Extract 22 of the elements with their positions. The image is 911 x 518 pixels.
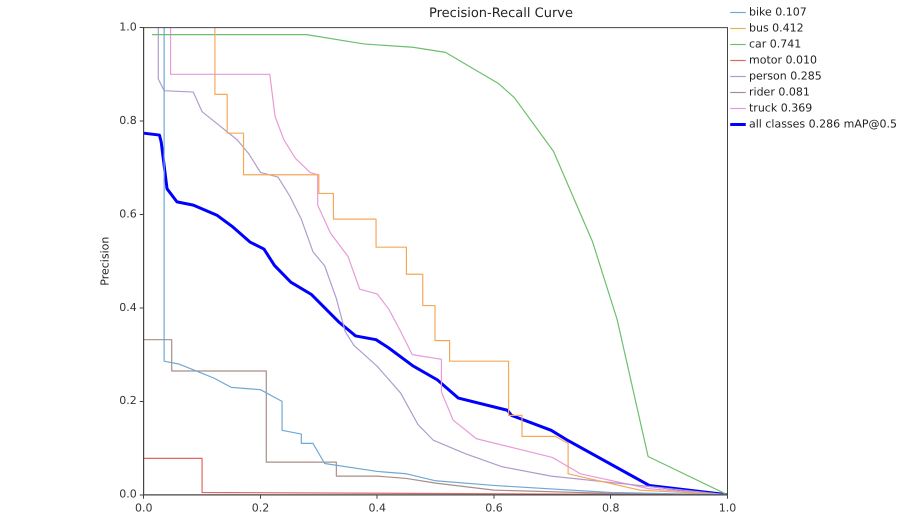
legend-label: motor 0.010 (748, 53, 817, 66)
x-tick-label: 0.8 (602, 501, 620, 514)
y-tick-label: 1.0 (119, 20, 137, 34)
chart-title: Precision-Recall Curve (429, 6, 573, 22)
y-tick-label: 0.4 (119, 300, 137, 314)
legend-label: car 0.741 (748, 37, 802, 50)
x-tick-label: 0.0 (134, 501, 152, 514)
y-tick-label: 0.6 (119, 207, 137, 220)
x-tick-label: 0.2 (252, 501, 270, 514)
y-tick-label: 0.8 (119, 114, 137, 127)
legend-label: bike 0.107 (748, 5, 807, 18)
legend-label: bus 0.412 (748, 21, 804, 34)
y-tick-label: 0.2 (119, 394, 137, 408)
legend-label: truck 0.369 (748, 101, 812, 114)
y-axis-title: Precision (98, 236, 112, 286)
legend-label: rider 0.081 (748, 85, 810, 98)
legend-label: all classes 0.286 mAP@0.5 (748, 117, 898, 130)
legend-label: person 0.285 (748, 69, 822, 82)
x-tick-label: 0.6 (485, 501, 503, 514)
x-tick-label: 0.4 (368, 501, 386, 514)
y-tick-label: 0.0 (119, 488, 137, 501)
x-tick-label: 1.0 (718, 501, 736, 514)
